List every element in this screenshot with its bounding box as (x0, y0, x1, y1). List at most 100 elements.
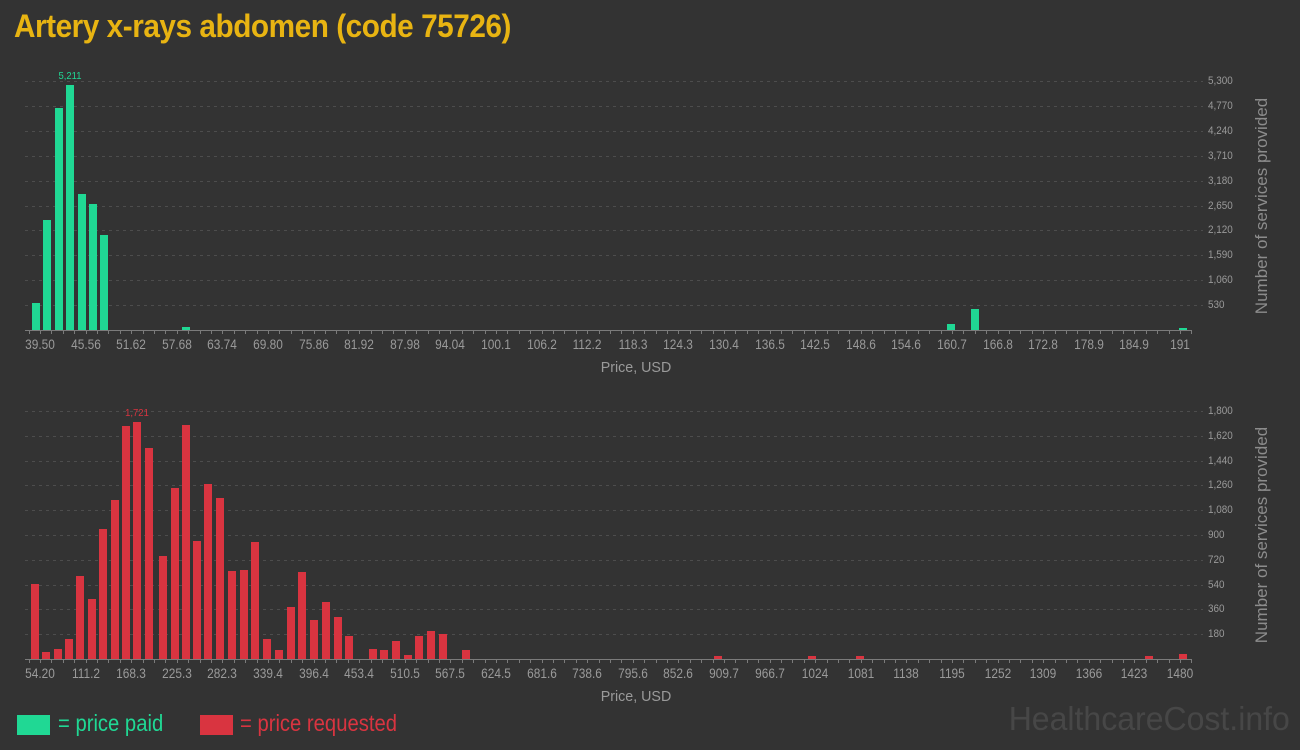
axis-tick (735, 660, 737, 663)
axis-tick (85, 331, 87, 334)
x-tick-label: 142.5 (800, 337, 831, 352)
grid-line (25, 305, 1203, 307)
axis-tick (393, 331, 395, 334)
x-tick-label: 1024 (801, 666, 829, 681)
axis-tick (1123, 660, 1124, 663)
x-axis-line (25, 659, 1192, 660)
axis-tick (564, 331, 566, 334)
axis-tick (427, 331, 429, 334)
axis-tick (416, 331, 418, 334)
axis-tick (108, 331, 110, 334)
axis-tick (176, 660, 178, 663)
price-paid-legend-label: = price paid (58, 710, 164, 736)
axis-tick (929, 660, 931, 663)
axis-tick (245, 331, 247, 334)
axis-tick (1077, 331, 1079, 334)
axis-tick (712, 331, 714, 334)
axis-tick (724, 660, 725, 663)
y-axis-title: Number of services provided (1252, 426, 1271, 644)
requested-bar (53, 649, 62, 659)
x-tick-label: 69.80 (253, 337, 283, 352)
axis-tick (986, 331, 988, 334)
axis-tick (746, 660, 748, 663)
axis-tick (917, 660, 919, 663)
grid-line (25, 230, 1203, 232)
grid-line (25, 81, 1203, 82)
grid-line (25, 435, 1203, 437)
requested-bar (321, 602, 330, 659)
axis-tick (952, 660, 953, 663)
requested-bar (110, 500, 119, 659)
axis-tick (963, 331, 965, 334)
requested-bar (144, 448, 153, 659)
paid-bar (89, 204, 97, 330)
x-tick-label: 75.86 (298, 337, 329, 352)
grid-line (25, 609, 1203, 611)
axis-tick (769, 660, 771, 663)
axis-tick (302, 660, 304, 663)
x-tick-label: 339.4 (253, 666, 283, 681)
axis-tick (1088, 331, 1090, 334)
axis-tick (1043, 660, 1045, 663)
legend: = price paid = price requested (0, 710, 700, 742)
axis-tick (233, 331, 235, 334)
axis-tick (222, 660, 224, 663)
axis-tick (895, 331, 896, 334)
requested-bar (855, 655, 864, 659)
axis-tick (838, 331, 839, 334)
grid-line (25, 510, 1203, 512)
axis-tick (256, 331, 258, 334)
paid-bar (32, 303, 40, 330)
axis-tick (826, 660, 828, 663)
axis-tick (1168, 660, 1170, 663)
requested-bar (275, 650, 284, 659)
requested-bar (239, 570, 248, 659)
axis-tick (382, 331, 383, 334)
paid-bar (946, 323, 955, 330)
x-tick-label: 168.3 (116, 666, 147, 681)
y-tick-label: 1,590 (1208, 249, 1233, 262)
x-tick-label: 1252 (984, 666, 1011, 681)
axis-tick (28, 660, 30, 663)
x-tick-label: 624.5 (481, 666, 511, 681)
y-tick-label: 1,800 (1208, 405, 1233, 417)
x-tick-label: 45.56 (70, 337, 101, 352)
axis-tick (575, 331, 577, 334)
axis-tick (1145, 331, 1147, 334)
x-tick-label: 282.3 (207, 666, 238, 681)
axis-tick (1111, 660, 1113, 663)
paid-bar (77, 194, 86, 330)
axis-tick (655, 331, 657, 334)
axis-tick (598, 660, 600, 663)
x-tick-label: 148.6 (845, 337, 876, 352)
axis-tick (1009, 660, 1010, 663)
axis-tick (792, 660, 794, 663)
y-tick-label: 1,440 (1208, 454, 1233, 467)
axis-tick (154, 331, 155, 334)
axis-tick (632, 331, 634, 334)
axis-tick (792, 331, 794, 334)
requested-bar (368, 648, 377, 659)
axis-tick (997, 660, 999, 663)
axis-tick (1031, 331, 1033, 334)
peak-value-label: 1,721 (125, 406, 150, 419)
requested-bar (170, 488, 179, 659)
axis-tick (484, 660, 486, 663)
axis-tick (724, 331, 725, 334)
price-paid-swatch (17, 715, 50, 735)
x-tick-label: 136.5 (754, 337, 785, 352)
axis-tick (758, 331, 760, 334)
x-tick-label: 94.04 (435, 337, 466, 352)
x-tick-label: 178.9 (1073, 337, 1104, 352)
axis-tick (62, 331, 64, 334)
x-tick-label: 909.7 (709, 666, 739, 681)
axis-tick (439, 660, 440, 663)
axis-tick (382, 660, 383, 663)
axis-tick (154, 660, 155, 663)
requested-bar (87, 599, 96, 659)
y-tick-label: 360 (1208, 603, 1225, 616)
axis-tick (370, 331, 372, 334)
price-requested-legend-label: = price requested (240, 710, 397, 736)
x-tick-label: 81.92 (344, 337, 375, 352)
peak-value-label: 5,211 (58, 70, 82, 83)
